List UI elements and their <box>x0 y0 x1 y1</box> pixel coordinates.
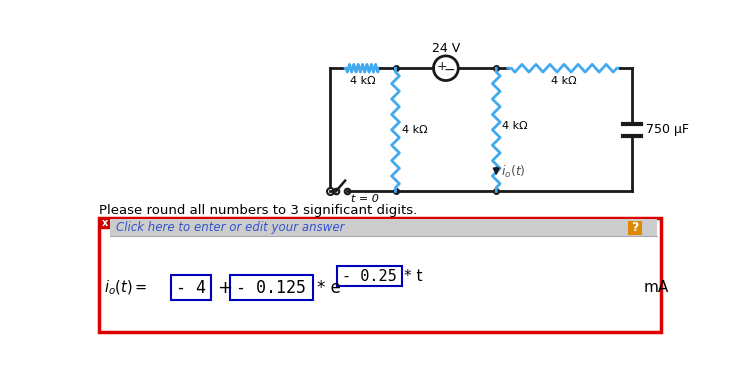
Text: 4 kΩ: 4 kΩ <box>503 121 528 131</box>
Text: mA: mA <box>644 280 668 295</box>
Text: −: − <box>444 63 456 77</box>
Text: t = 0: t = 0 <box>351 194 379 205</box>
Text: Click here to enter or edit your answer: Click here to enter or edit your answer <box>116 221 345 234</box>
Text: +: + <box>436 60 448 73</box>
FancyBboxPatch shape <box>99 218 661 332</box>
Text: x: x <box>101 218 108 228</box>
Text: 4 kΩ: 4 kΩ <box>401 125 427 135</box>
FancyBboxPatch shape <box>171 275 211 300</box>
Text: * e: * e <box>317 279 341 297</box>
Text: - 0.25: - 0.25 <box>342 268 397 284</box>
FancyBboxPatch shape <box>230 275 313 300</box>
Text: 4 kΩ: 4 kΩ <box>350 76 375 86</box>
Text: - 0.125: - 0.125 <box>236 279 307 297</box>
Text: 4 kΩ: 4 kΩ <box>551 76 577 86</box>
Text: 750 μF: 750 μF <box>646 123 689 136</box>
Text: ?: ? <box>631 221 639 234</box>
Text: $i_o(t)$: $i_o(t)$ <box>501 164 526 180</box>
Text: $i_o(t) =$: $i_o(t) =$ <box>104 279 148 297</box>
Text: Please round all numbers to 3 significant digits.: Please round all numbers to 3 significan… <box>99 204 418 217</box>
Text: * t: * t <box>404 268 422 284</box>
Text: +: + <box>217 279 232 297</box>
Text: 24 V: 24 V <box>432 42 460 56</box>
FancyBboxPatch shape <box>628 221 642 235</box>
Text: - 4: - 4 <box>176 279 206 297</box>
FancyBboxPatch shape <box>99 218 110 228</box>
FancyBboxPatch shape <box>110 219 656 236</box>
FancyBboxPatch shape <box>336 266 401 286</box>
